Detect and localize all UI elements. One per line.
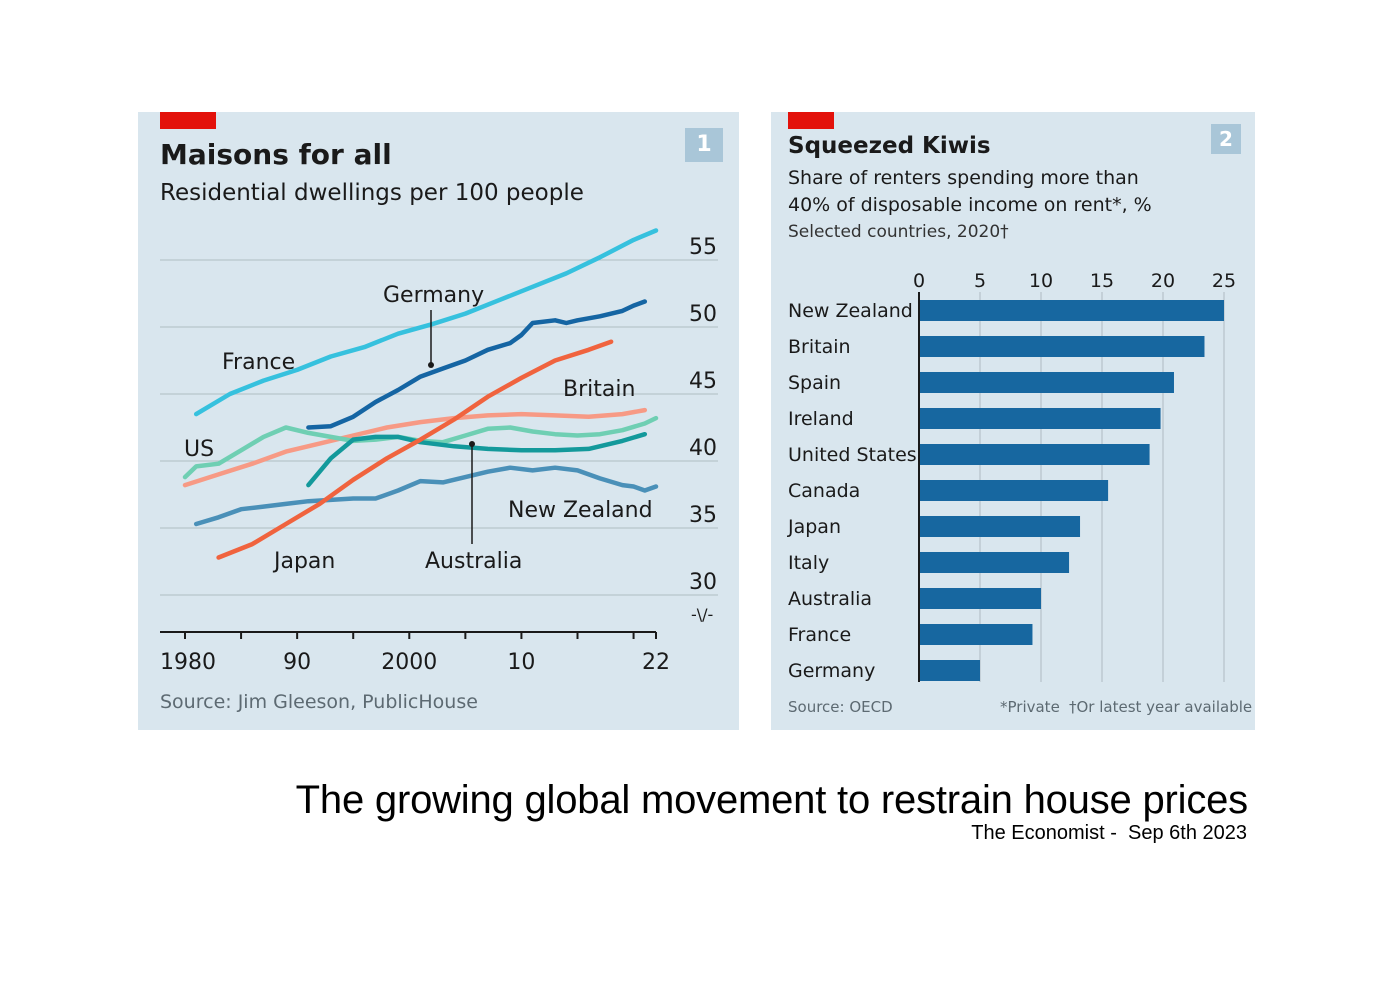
category-label-france: France — [788, 624, 851, 646]
line-chart: 30 35 40 45 50 55 1980 90 2000 10 22 France Germa… — [160, 228, 718, 713]
germany-pointer-dot — [428, 362, 434, 368]
series-label-germany: Germany — [383, 283, 484, 308]
series-line-australia — [193, 465, 659, 527]
category-label-australia: Australia — [788, 588, 872, 610]
bar-japan — [919, 516, 1081, 537]
red-tag — [160, 112, 216, 129]
x-tick-label-20: 20 — [1151, 270, 1175, 292]
chart-title: Squeezed Kiwis — [788, 133, 991, 159]
series-line-japan — [216, 339, 614, 560]
y-tick-label-40: 40 — [689, 436, 717, 461]
bar-australia — [919, 588, 1041, 609]
chart-source: Source: OECD — [788, 698, 893, 716]
chart-panel-1: 1 Maisons for all Residential dwellings … — [138, 112, 739, 730]
bar-canada — [919, 480, 1109, 501]
bar-ireland — [919, 408, 1161, 429]
bar-spain — [919, 372, 1174, 393]
x-tick-label-1980: 1980 — [160, 650, 216, 675]
chart-subtitle-line-3: Selected countries, 2020† — [788, 222, 1009, 242]
caption-headline: The growing global movement to restrain … — [295, 778, 1249, 822]
bar-united-states — [919, 444, 1150, 465]
series-label-new-zealand: New Zealand — [508, 498, 653, 523]
bar-italy — [919, 552, 1070, 573]
bar-new-zealand — [919, 300, 1224, 321]
category-label-italy: Italy — [788, 552, 829, 574]
caption-byline: The Economist - Sep 6th 2023 — [971, 822, 1247, 844]
footnote-private: *Private — [1000, 698, 1060, 716]
category-label-ireland: Ireland — [788, 408, 854, 430]
chart-source: Source: Jim Gleeson, PublicHouse — [160, 691, 478, 713]
australia-pointer-dot — [469, 441, 475, 447]
bar-britain — [919, 336, 1205, 357]
series-line-britain — [182, 407, 648, 488]
category-label-new-zealand: New Zealand — [788, 300, 913, 322]
red-tag — [788, 112, 834, 129]
x-tick-label-5: 5 — [974, 270, 986, 292]
axis-break-symbol: -\/- — [691, 605, 713, 624]
series-label-us: US — [184, 437, 214, 462]
x-tick-label-15: 15 — [1090, 270, 1114, 292]
x-tick-label-90: 90 — [283, 650, 311, 675]
series-line-new-zealand — [306, 431, 648, 488]
bar-germany — [919, 660, 980, 681]
series-label-japan: Japan — [272, 549, 335, 574]
series-label-australia: Australia — [425, 549, 522, 574]
chart-subtitle-line-1: Share of renters spending more than — [788, 167, 1139, 189]
category-label-germany: Germany — [788, 660, 875, 682]
category-label-canada: Canada — [788, 480, 860, 502]
chart-subtitle-line-2: 40% of disposable income on rent*, % — [788, 194, 1152, 216]
category-label-japan: Japan — [787, 516, 841, 538]
x-tick-label-25: 25 — [1212, 270, 1236, 292]
footnote-latest-year: †Or latest year available — [1069, 698, 1252, 716]
y-tick-label-45: 45 — [689, 369, 717, 394]
x-tick-label-0: 0 — [913, 270, 925, 292]
series-line-germany — [306, 299, 648, 430]
chart-number-badge: 1 — [685, 128, 723, 162]
chart-title: Maisons for all — [160, 138, 392, 171]
bar-france — [919, 624, 1033, 645]
chart-subtitle: Residential dwellings per 100 people — [160, 180, 584, 206]
chart-number-badge: 2 — [1211, 124, 1241, 154]
series-label-britain: Britain — [563, 377, 635, 402]
x-tick-label-2000: 2000 — [381, 650, 437, 675]
category-label-spain: Spain — [788, 372, 841, 394]
y-tick-label-55: 55 — [689, 235, 717, 260]
chart-panel-2: 2 Squeezed Kiwis Share of renters spendi… — [771, 112, 1255, 730]
bar-chart: New Zealand Britain Spain Ireland United Sta… — [787, 270, 1252, 716]
y-tick-label-30: 30 — [689, 570, 717, 595]
x-tick-label-22: 22 — [642, 650, 670, 675]
series-label-france: France — [222, 350, 295, 375]
y-tick-label-35: 35 — [689, 503, 717, 528]
y-tick-label-50: 50 — [689, 302, 717, 327]
x-tick-label-10: 10 — [507, 650, 535, 675]
x-tick-label-10: 10 — [1029, 270, 1053, 292]
category-label-united-states: United States — [788, 444, 917, 466]
category-label-britain: Britain — [788, 336, 851, 358]
